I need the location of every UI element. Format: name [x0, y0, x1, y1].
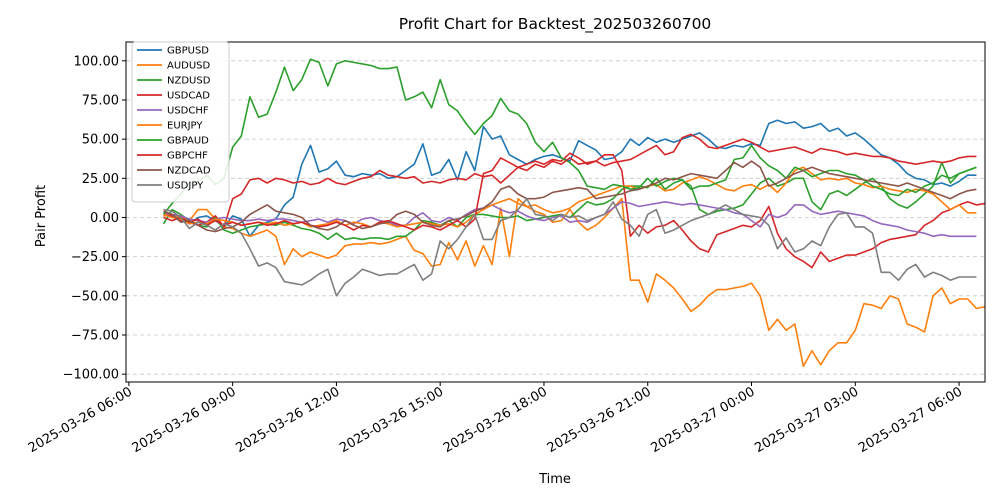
series-line-gbpaud: [162, 58, 977, 215]
series-line-gbpusd: [163, 119, 977, 238]
series-line-usdchf: [163, 201, 977, 238]
x-tick-label: 2025-03-27 03:00: [752, 384, 861, 456]
y-tick-label: 25.00: [82, 172, 119, 187]
x-tick-label: 2025-03-26 12:00: [233, 384, 342, 456]
x-tick-label: 2025-03-26 15:00: [337, 384, 446, 456]
x-tick-label: 2025-03-26 06:00: [26, 384, 135, 456]
legend-label: USDCAD: [167, 91, 210, 102]
x-tick-label: 2025-03-27 00:00: [649, 384, 758, 456]
series-line-usdjpy: [163, 197, 977, 297]
legend-label: AUDUSD: [167, 61, 211, 72]
x-axis-label: Time: [538, 472, 571, 487]
legend-box: [131, 41, 230, 203]
y-tick-label: 75.00: [82, 93, 119, 108]
y-tick-label: 100.00: [74, 54, 120, 69]
legend-label: NZDUSD: [167, 76, 211, 87]
legend-label: GBPCHF: [167, 151, 208, 162]
legend-label: GBPUSD: [167, 46, 209, 57]
y-tick-label: 50.00: [82, 133, 119, 148]
x-tick-label: 2025-03-26 18:00: [441, 384, 550, 456]
legend-label: NZDCAD: [167, 166, 211, 177]
y-axis-label: Pair Profit: [34, 185, 49, 247]
y-tick-label: −50.00: [71, 289, 119, 304]
x-tick-label: 2025-03-26 21:00: [545, 384, 654, 456]
series-line-nzdusd: [162, 161, 977, 241]
x-tick-label: 2025-03-26 09:00: [130, 384, 239, 456]
y-tick-label: −100.00: [63, 368, 119, 383]
plot-frame: [125, 41, 986, 383]
series-line-nzdcad: [163, 160, 977, 233]
series-line-usdcad: [163, 152, 986, 269]
x-tick-label: 2025-03-27 06:00: [856, 384, 965, 456]
legend-label: EURJPY: [167, 121, 203, 132]
y-tick-label: −25.00: [71, 250, 119, 265]
y-tick-label: −75.00: [71, 328, 119, 343]
legend: GBPUSD AUDUSD NZDUSD USDCAD USDCHF EURJPY GBPA…: [131, 41, 230, 203]
legend-items: GBPUSD AUDUSD NZDUSD USDCAD USDCHF EURJPY GBPA…: [137, 46, 211, 192]
legend-label: GBPAUD: [167, 136, 209, 147]
series-layer: [162, 58, 986, 368]
legend-label: USDCHF: [167, 106, 209, 117]
chart-title: Profit Chart for Backtest_202503260700: [399, 15, 712, 34]
y-tick-label: 0.00: [90, 211, 119, 226]
series-line-gbpchf: [163, 133, 977, 231]
legend-label: USDJPY: [167, 181, 204, 192]
